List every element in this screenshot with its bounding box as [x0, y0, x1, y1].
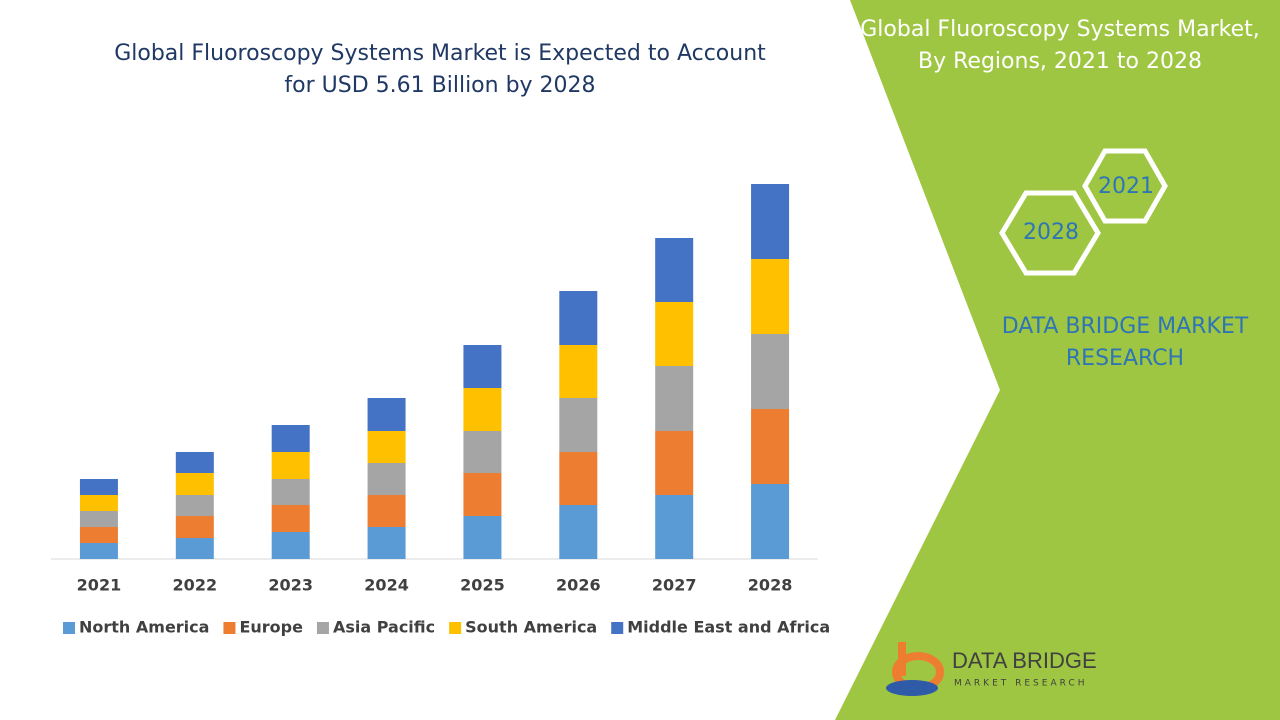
- side-title: Global Fluoroscopy Systems Market, By Re…: [860, 17, 1260, 74]
- side-panel-bg: [835, 0, 1280, 720]
- x-tick-label: 2027: [652, 576, 697, 595]
- bar-segment: [367, 527, 406, 559]
- bar-segment: [655, 366, 694, 431]
- legend-label: Europe: [239, 618, 303, 637]
- bar-segment: [175, 495, 214, 516]
- bar-segment: [463, 473, 502, 516]
- logo-tagline: MARKET RESEARCH: [954, 679, 1087, 689]
- bar-segment: [175, 516, 214, 538]
- chart-title: Global Fluoroscopy Systems Market is Exp…: [114, 41, 766, 98]
- bar-segment: [271, 425, 310, 452]
- hexagon: [999, 190, 1101, 276]
- bar-segment: [79, 479, 118, 495]
- bar-segment: [79, 543, 118, 559]
- hexagon: [1082, 148, 1168, 224]
- bar-segment: [655, 495, 694, 559]
- bar-segment: [751, 484, 790, 559]
- x-tick-label: 2026: [556, 576, 601, 595]
- x-tick-label: 2022: [173, 576, 218, 595]
- x-tick-label: 2025: [460, 576, 505, 595]
- bar-segment: [79, 511, 118, 527]
- bar-segment: [655, 238, 694, 302]
- hexagon-label: 2028: [1023, 220, 1079, 245]
- legend-swatch: [611, 622, 624, 634]
- bar-segment: [463, 345, 502, 388]
- x-tick-label: 2021: [77, 576, 122, 595]
- legend-swatch: [223, 622, 236, 634]
- bar-segment: [655, 302, 694, 366]
- bar-segment: [271, 452, 310, 479]
- bar-segment: [367, 431, 406, 463]
- bar-segment: [463, 516, 502, 559]
- bar-segment: [751, 334, 790, 409]
- legend-swatch: [63, 622, 75, 634]
- legend-label: North America: [79, 618, 209, 637]
- x-tick-label: 2024: [364, 576, 409, 595]
- bar-segment: [655, 431, 694, 495]
- bar-segment: [367, 495, 406, 527]
- plot: 2021 2022 2023 2024 2025 2026 2027 2028 North Am…: [63, 184, 830, 637]
- bar-segment: [559, 345, 598, 398]
- x-tick-label: 2028: [748, 576, 793, 595]
- bar-segment: [79, 527, 118, 543]
- bar-segment: [751, 409, 790, 484]
- bar-segment: [463, 388, 502, 431]
- logo-name: DATA BRIDGE: [952, 648, 1097, 673]
- bar-segment: [463, 431, 502, 473]
- legend-label: South America: [465, 618, 597, 637]
- logo-icon: [886, 680, 938, 696]
- bar-segment: [751, 184, 790, 259]
- bar-segment: [559, 452, 598, 505]
- bar-segment: [559, 398, 598, 452]
- brand: DATA BRIDGE MARKET RESEARCH: [1001, 314, 1249, 371]
- bar-segment: [175, 452, 214, 473]
- bar-segment: [175, 538, 214, 559]
- bar-segment: [175, 473, 214, 495]
- hexagon-label: 2021: [1098, 174, 1154, 199]
- bar-segment: [367, 398, 406, 431]
- bar-segment: [271, 532, 310, 559]
- bar-segment: [271, 505, 310, 532]
- legend-label: Middle East and Africa: [627, 618, 830, 637]
- bar-segment: [367, 463, 406, 495]
- bar-segment: [751, 259, 790, 334]
- bar-segment: [559, 291, 598, 345]
- bar-segment: [559, 505, 598, 559]
- x-tick-label: 2023: [268, 576, 313, 595]
- bar-segment: [79, 495, 118, 511]
- legend-swatch: [449, 622, 462, 634]
- bar-segment: [271, 479, 310, 505]
- logo: DATA BRIDGE MARKET RESEARCH: [886, 642, 1097, 696]
- legend-swatch: [316, 622, 329, 634]
- legend-label: Asia Pacific: [333, 618, 435, 637]
